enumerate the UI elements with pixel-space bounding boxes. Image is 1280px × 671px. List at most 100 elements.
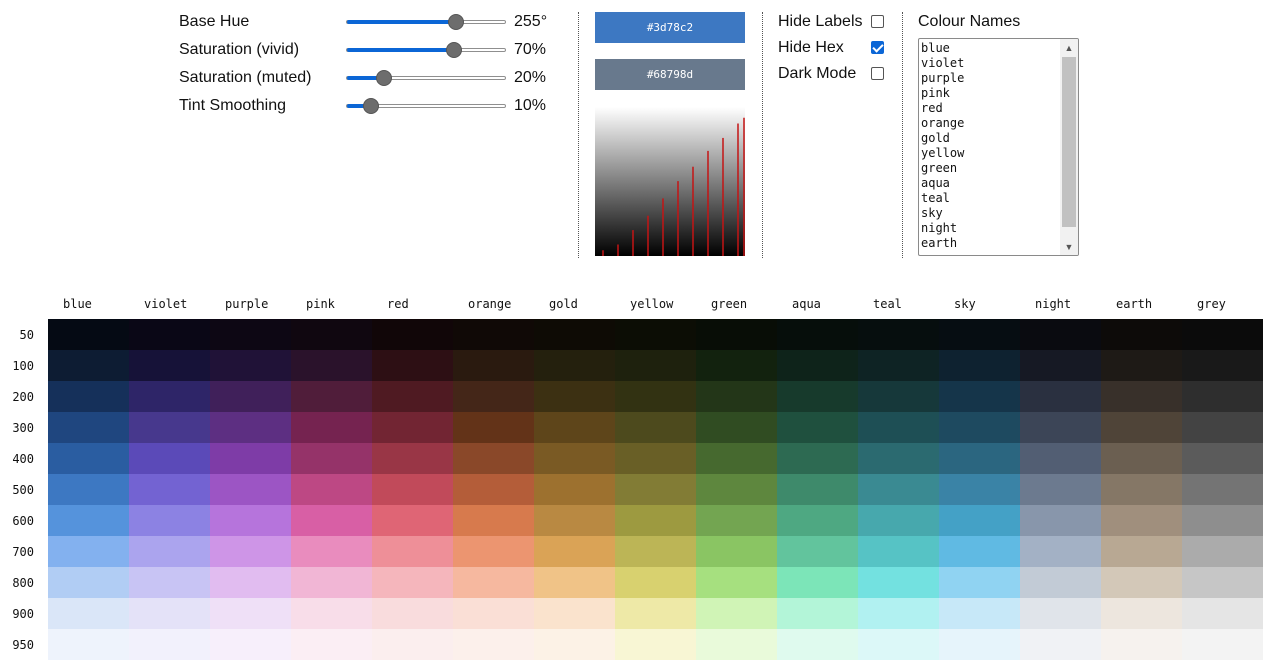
palette-swatch-sky-50[interactable] [939, 319, 1020, 350]
palette-swatch-sky-800[interactable] [939, 567, 1020, 598]
dark-mode-checkbox[interactable] [871, 67, 884, 80]
palette-swatch-teal-400[interactable] [858, 443, 939, 474]
palette-swatch-blue-200[interactable] [48, 381, 129, 412]
palette-swatch-night-800[interactable] [1020, 567, 1101, 598]
palette-swatch-green-300[interactable] [696, 412, 777, 443]
palette-swatch-yellow-400[interactable] [615, 443, 696, 474]
palette-swatch-blue-950[interactable] [48, 629, 129, 660]
palette-swatch-green-100[interactable] [696, 350, 777, 381]
palette-swatch-violet-700[interactable] [129, 536, 210, 567]
palette-swatch-green-700[interactable] [696, 536, 777, 567]
palette-swatch-yellow-700[interactable] [615, 536, 696, 567]
saturation-vivid-slider[interactable] [346, 42, 506, 58]
palette-swatch-night-400[interactable] [1020, 443, 1101, 474]
palette-swatch-night-50[interactable] [1020, 319, 1101, 350]
palette-swatch-pink-950[interactable] [291, 629, 372, 660]
palette-swatch-red-900[interactable] [372, 598, 453, 629]
palette-swatch-aqua-50[interactable] [777, 319, 858, 350]
palette-swatch-aqua-950[interactable] [777, 629, 858, 660]
palette-swatch-violet-500[interactable] [129, 474, 210, 505]
hide-hex-checkbox[interactable] [871, 41, 884, 54]
palette-swatch-red-950[interactable] [372, 629, 453, 660]
palette-swatch-teal-900[interactable] [858, 598, 939, 629]
palette-swatch-night-300[interactable] [1020, 412, 1101, 443]
palette-swatch-pink-400[interactable] [291, 443, 372, 474]
palette-swatch-gold-900[interactable] [534, 598, 615, 629]
palette-swatch-blue-800[interactable] [48, 567, 129, 598]
palette-swatch-gold-950[interactable] [534, 629, 615, 660]
palette-swatch-violet-400[interactable] [129, 443, 210, 474]
palette-swatch-earth-800[interactable] [1101, 567, 1182, 598]
palette-swatch-gold-200[interactable] [534, 381, 615, 412]
palette-swatch-red-500[interactable] [372, 474, 453, 505]
palette-swatch-grey-950[interactable] [1182, 629, 1263, 660]
palette-swatch-night-100[interactable] [1020, 350, 1101, 381]
palette-swatch-earth-300[interactable] [1101, 412, 1182, 443]
palette-swatch-sky-200[interactable] [939, 381, 1020, 412]
palette-swatch-red-100[interactable] [372, 350, 453, 381]
palette-swatch-sky-400[interactable] [939, 443, 1020, 474]
palette-swatch-purple-600[interactable] [210, 505, 291, 536]
palette-swatch-grey-200[interactable] [1182, 381, 1263, 412]
scroll-up-arrow-icon[interactable]: ▲ [1064, 42, 1074, 53]
palette-swatch-pink-50[interactable] [291, 319, 372, 350]
palette-swatch-grey-600[interactable] [1182, 505, 1263, 536]
saturation-muted-slider[interactable] [346, 70, 506, 86]
palette-swatch-teal-500[interactable] [858, 474, 939, 505]
palette-swatch-sky-500[interactable] [939, 474, 1020, 505]
palette-swatch-grey-50[interactable] [1182, 319, 1263, 350]
palette-swatch-night-600[interactable] [1020, 505, 1101, 536]
palette-swatch-purple-50[interactable] [210, 319, 291, 350]
palette-swatch-orange-600[interactable] [453, 505, 534, 536]
palette-swatch-grey-800[interactable] [1182, 567, 1263, 598]
slider-thumb[interactable] [447, 14, 464, 30]
palette-swatch-orange-100[interactable] [453, 350, 534, 381]
palette-swatch-night-700[interactable] [1020, 536, 1101, 567]
tint-smoothing-slider[interactable] [346, 98, 506, 114]
palette-swatch-pink-900[interactable] [291, 598, 372, 629]
palette-swatch-green-400[interactable] [696, 443, 777, 474]
palette-swatch-red-400[interactable] [372, 443, 453, 474]
palette-swatch-grey-100[interactable] [1182, 350, 1263, 381]
muted-colour-swatch[interactable]: #68798d [595, 59, 745, 90]
palette-swatch-gold-700[interactable] [534, 536, 615, 567]
palette-swatch-gold-400[interactable] [534, 443, 615, 474]
palette-swatch-yellow-100[interactable] [615, 350, 696, 381]
palette-swatch-yellow-600[interactable] [615, 505, 696, 536]
palette-swatch-orange-300[interactable] [453, 412, 534, 443]
palette-swatch-gold-600[interactable] [534, 505, 615, 536]
palette-swatch-grey-400[interactable] [1182, 443, 1263, 474]
palette-swatch-purple-700[interactable] [210, 536, 291, 567]
palette-swatch-aqua-200[interactable] [777, 381, 858, 412]
scrollbar-thumb[interactable] [1062, 57, 1076, 227]
palette-swatch-orange-950[interactable] [453, 629, 534, 660]
palette-swatch-night-900[interactable] [1020, 598, 1101, 629]
palette-swatch-violet-50[interactable] [129, 319, 210, 350]
palette-swatch-green-50[interactable] [696, 319, 777, 350]
palette-swatch-violet-950[interactable] [129, 629, 210, 660]
palette-swatch-pink-600[interactable] [291, 505, 372, 536]
palette-swatch-blue-900[interactable] [48, 598, 129, 629]
palette-swatch-blue-300[interactable] [48, 412, 129, 443]
palette-swatch-pink-200[interactable] [291, 381, 372, 412]
palette-swatch-blue-400[interactable] [48, 443, 129, 474]
palette-swatch-sky-100[interactable] [939, 350, 1020, 381]
palette-swatch-green-950[interactable] [696, 629, 777, 660]
slider-thumb[interactable] [446, 42, 463, 58]
palette-swatch-aqua-700[interactable] [777, 536, 858, 567]
palette-swatch-purple-950[interactable] [210, 629, 291, 660]
palette-swatch-violet-200[interactable] [129, 381, 210, 412]
palette-swatch-pink-500[interactable] [291, 474, 372, 505]
palette-swatch-grey-500[interactable] [1182, 474, 1263, 505]
palette-swatch-teal-600[interactable] [858, 505, 939, 536]
palette-swatch-red-300[interactable] [372, 412, 453, 443]
palette-swatch-aqua-300[interactable] [777, 412, 858, 443]
palette-swatch-green-800[interactable] [696, 567, 777, 598]
palette-swatch-purple-100[interactable] [210, 350, 291, 381]
palette-swatch-earth-400[interactable] [1101, 443, 1182, 474]
palette-swatch-teal-800[interactable] [858, 567, 939, 598]
palette-swatch-yellow-900[interactable] [615, 598, 696, 629]
palette-swatch-sky-700[interactable] [939, 536, 1020, 567]
palette-swatch-teal-300[interactable] [858, 412, 939, 443]
palette-swatch-orange-200[interactable] [453, 381, 534, 412]
